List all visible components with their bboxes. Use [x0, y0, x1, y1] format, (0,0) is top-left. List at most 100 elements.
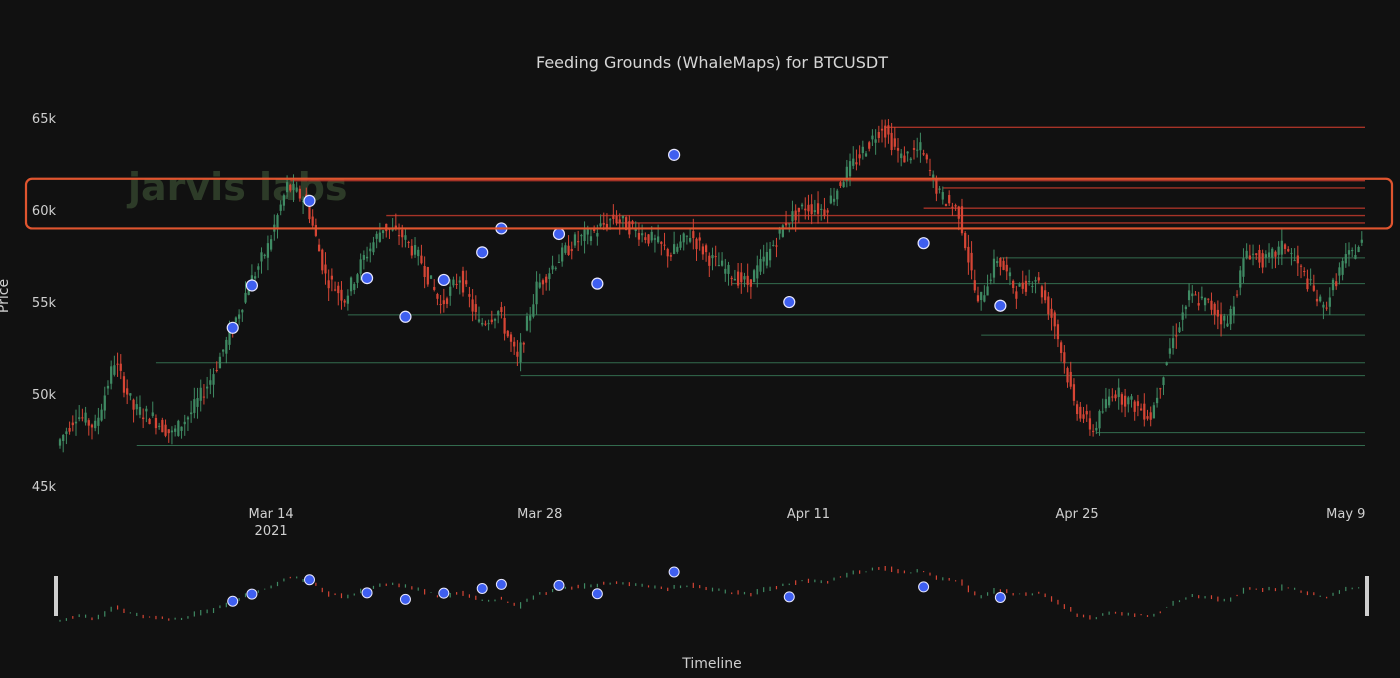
candle-body — [1008, 272, 1012, 277]
candle-body — [311, 216, 314, 226]
candle-body — [1277, 246, 1280, 255]
candle-body — [170, 430, 174, 433]
candle-body — [596, 233, 599, 237]
candle-body — [1072, 384, 1076, 401]
candle-body — [1076, 404, 1079, 415]
candle-body — [724, 268, 727, 274]
candle-body — [90, 424, 94, 428]
candle-body — [858, 154, 861, 159]
candle-body — [669, 255, 673, 257]
candle-body — [1306, 278, 1309, 290]
candle-body — [1028, 281, 1031, 283]
candle-body — [621, 215, 625, 219]
candle-body — [903, 155, 906, 163]
candle-body — [103, 395, 106, 411]
candle-body — [1200, 296, 1203, 299]
candle-body — [1120, 394, 1124, 405]
candle-body — [1322, 304, 1325, 308]
candle-body — [1299, 265, 1303, 267]
whale-marker — [917, 237, 930, 250]
candle-body — [282, 195, 286, 206]
candle-body — [784, 223, 788, 226]
candle-body — [1149, 412, 1152, 420]
candle-body — [919, 142, 922, 151]
candle-body — [749, 279, 753, 287]
candle-body — [1335, 281, 1338, 287]
candle-body — [900, 153, 903, 159]
candle-body — [369, 248, 372, 252]
candle-body — [864, 153, 868, 157]
candle-body — [762, 256, 765, 262]
candle-body — [698, 237, 701, 241]
slider-whale-marker — [438, 587, 450, 599]
candle-body — [1344, 254, 1347, 264]
candle-body — [1207, 298, 1210, 300]
candle-body — [829, 195, 832, 204]
candle-body — [145, 408, 148, 412]
candle-body — [1015, 291, 1018, 299]
candle-body — [487, 323, 490, 325]
candle-body — [1104, 399, 1108, 409]
candle-body — [1098, 411, 1101, 429]
x-tick-label: Mar 14 — [249, 507, 294, 522]
candle-body — [983, 295, 986, 302]
candle-body — [1331, 279, 1335, 291]
candle-body — [292, 184, 295, 191]
candle-body — [1283, 244, 1287, 249]
whale-marker — [591, 277, 604, 290]
candle-body — [554, 267, 557, 269]
candle-body — [484, 323, 487, 325]
candle-body — [1107, 396, 1111, 406]
candle-body — [1082, 414, 1085, 419]
candle-body — [420, 255, 423, 264]
candle-body — [423, 266, 426, 277]
candle-body — [1178, 327, 1181, 333]
candle-body — [893, 138, 896, 147]
range-slider-left-handle[interactable] — [54, 576, 58, 616]
candle-body — [407, 241, 410, 243]
candle-body — [100, 409, 103, 421]
candle-body — [1360, 239, 1363, 243]
candle-body — [887, 125, 890, 135]
candle-body — [890, 132, 893, 151]
candle-body — [417, 249, 420, 257]
candle-body — [1290, 252, 1293, 254]
candle-body — [906, 151, 909, 154]
candle-body — [1274, 251, 1277, 257]
candle-body — [609, 219, 612, 221]
candle-body — [522, 342, 525, 345]
candle-body — [704, 245, 708, 253]
candle-body — [372, 242, 375, 253]
candle-body — [660, 241, 663, 244]
range-slider-right-handle[interactable] — [1365, 576, 1369, 616]
y-tick-label: 55k — [32, 296, 57, 311]
candle-body — [490, 319, 493, 323]
candle-body — [158, 425, 161, 427]
candle-body — [599, 223, 602, 227]
candle-body — [948, 195, 951, 204]
candle-body — [996, 261, 999, 264]
candle-body — [912, 148, 916, 150]
candle-body — [573, 234, 577, 246]
candle-body — [327, 280, 330, 289]
candle-body — [532, 304, 535, 317]
candle-body — [186, 417, 190, 420]
candle-body — [1226, 323, 1229, 327]
candle-body — [1328, 297, 1331, 307]
candle-body — [980, 291, 983, 301]
candle-body — [1127, 397, 1130, 405]
candle-body — [308, 201, 311, 220]
range-slider[interactable] — [54, 565, 1369, 622]
slider-whale-marker — [361, 587, 373, 599]
candle-body — [1251, 253, 1255, 255]
candle-body — [941, 192, 944, 200]
candle-body — [730, 277, 733, 280]
candle-body — [413, 245, 417, 255]
candle-body — [84, 412, 87, 423]
candle-body — [161, 419, 164, 433]
candle-body — [1133, 401, 1136, 412]
candle-body — [1309, 279, 1312, 281]
candle-body — [1037, 277, 1040, 281]
candle-body — [589, 236, 593, 241]
